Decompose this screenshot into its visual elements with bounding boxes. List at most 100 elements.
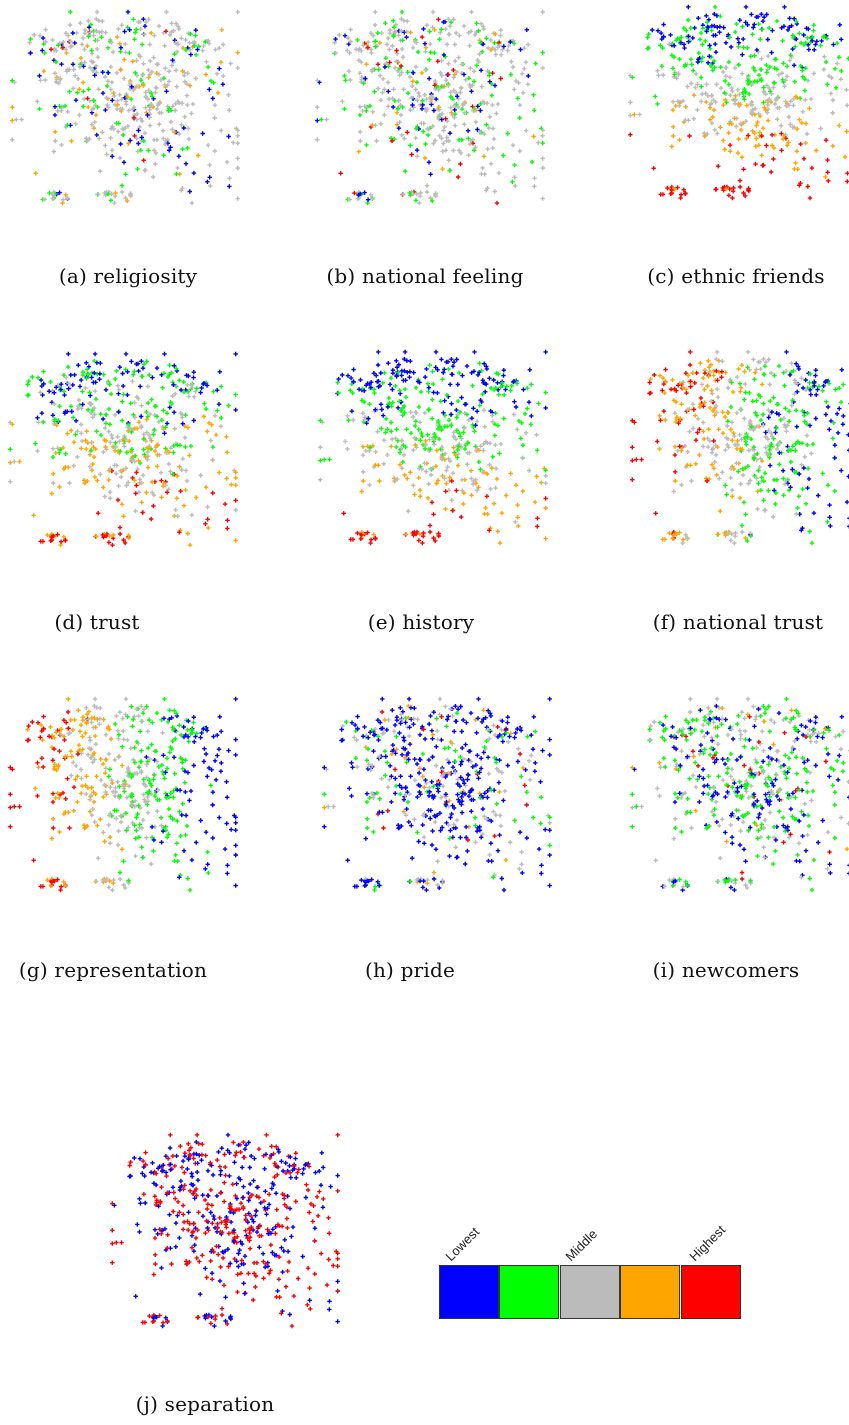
scatter-point xyxy=(673,103,678,109)
scatter-point xyxy=(66,381,71,386)
scatter-point xyxy=(670,107,676,113)
scatter-point xyxy=(147,432,152,438)
scatter-point xyxy=(375,30,380,36)
scatter-point xyxy=(678,40,684,45)
scatter-point xyxy=(684,28,689,33)
scatter-point xyxy=(35,99,40,104)
scatter-point xyxy=(764,83,769,88)
scatter-point xyxy=(459,106,465,112)
scatter-point xyxy=(216,747,222,752)
scatter-point xyxy=(808,392,813,397)
scatter-point xyxy=(463,742,468,747)
scatter-point xyxy=(483,505,488,511)
scatter-point xyxy=(416,782,421,788)
scatter-point xyxy=(839,815,844,820)
scatter-point xyxy=(391,34,396,39)
scatter-point xyxy=(449,357,454,362)
scatter-point xyxy=(404,35,409,40)
scatter-plot-g xyxy=(8,696,238,893)
scatter-point xyxy=(766,99,771,104)
scatter-point xyxy=(89,720,94,725)
scatter-point xyxy=(146,745,151,751)
scatter-point xyxy=(141,61,146,66)
scatter-point xyxy=(84,721,89,726)
scatter-point xyxy=(79,406,84,411)
scatter-point xyxy=(52,735,57,740)
scatter-point xyxy=(134,815,139,820)
scatter-point xyxy=(152,749,158,754)
scatter-point xyxy=(112,200,117,206)
scatter-point xyxy=(448,90,453,95)
scatter-point xyxy=(417,770,422,776)
scatter-point xyxy=(828,523,833,529)
scatter-point xyxy=(702,747,707,752)
scatter-point xyxy=(45,532,50,538)
scatter-point xyxy=(415,717,420,722)
scatter-point xyxy=(708,63,714,68)
scatter-point xyxy=(837,733,842,738)
scatter-point xyxy=(49,836,54,841)
scatter-point xyxy=(820,471,825,476)
scatter-point xyxy=(519,774,524,779)
scatter-point xyxy=(401,87,406,92)
scatter-point xyxy=(730,389,736,395)
scatter-point xyxy=(803,97,808,103)
scatter-point xyxy=(679,482,684,488)
scatter-point xyxy=(773,848,778,854)
scatter-panel-e xyxy=(318,349,558,550)
scatter-point xyxy=(203,866,208,871)
scatter-point xyxy=(373,462,378,468)
scatter-point xyxy=(639,804,644,809)
scatter-point xyxy=(87,735,92,740)
scatter-point xyxy=(807,423,813,428)
scatter-point xyxy=(670,66,676,71)
scatter-point xyxy=(410,191,416,197)
scatter-point xyxy=(752,68,758,73)
scatter-point xyxy=(398,791,403,797)
scatter-point xyxy=(690,717,695,723)
scatter-point xyxy=(175,49,180,54)
scatter-point xyxy=(513,730,518,736)
scatter-point xyxy=(728,774,733,779)
scatter-point xyxy=(442,413,448,418)
scatter-point xyxy=(458,434,463,439)
scatter-point xyxy=(137,124,142,130)
scatter-point xyxy=(151,848,156,854)
scatter-point xyxy=(38,735,43,740)
scatter-point xyxy=(144,417,149,422)
scatter-point xyxy=(180,421,185,426)
scatter-point xyxy=(781,24,787,29)
scatter-point xyxy=(728,751,734,757)
scatter-point xyxy=(139,845,144,850)
scatter-point xyxy=(792,738,797,744)
scatter-point xyxy=(28,50,33,56)
scatter-point xyxy=(104,792,109,797)
scatter-point xyxy=(459,810,465,815)
scatter-point xyxy=(89,48,94,53)
scatter-point xyxy=(434,716,439,721)
scatter-point xyxy=(45,877,50,883)
scatter-point xyxy=(211,389,216,394)
scatter-point xyxy=(700,767,706,772)
scatter-point xyxy=(772,101,778,107)
scatter-point xyxy=(738,754,743,760)
scatter-point xyxy=(315,137,320,142)
scatter-point xyxy=(740,813,745,818)
scatter-point xyxy=(775,105,780,110)
scatter-point xyxy=(536,401,541,406)
scatter-point xyxy=(823,412,829,417)
scatter-point xyxy=(728,475,733,481)
scatter-plot-i xyxy=(630,696,849,893)
scatter-point xyxy=(451,434,456,440)
scatter-point xyxy=(417,466,422,471)
scatter-point xyxy=(362,190,367,195)
scatter-point xyxy=(501,44,506,49)
scatter-point xyxy=(517,830,523,835)
scatter-point xyxy=(767,759,772,764)
scatter-point xyxy=(106,751,112,757)
scatter-point xyxy=(447,798,452,803)
scatter-point xyxy=(134,470,139,475)
scatter-point xyxy=(683,371,689,376)
scatter-point xyxy=(418,190,423,196)
scatter-point xyxy=(362,388,367,393)
